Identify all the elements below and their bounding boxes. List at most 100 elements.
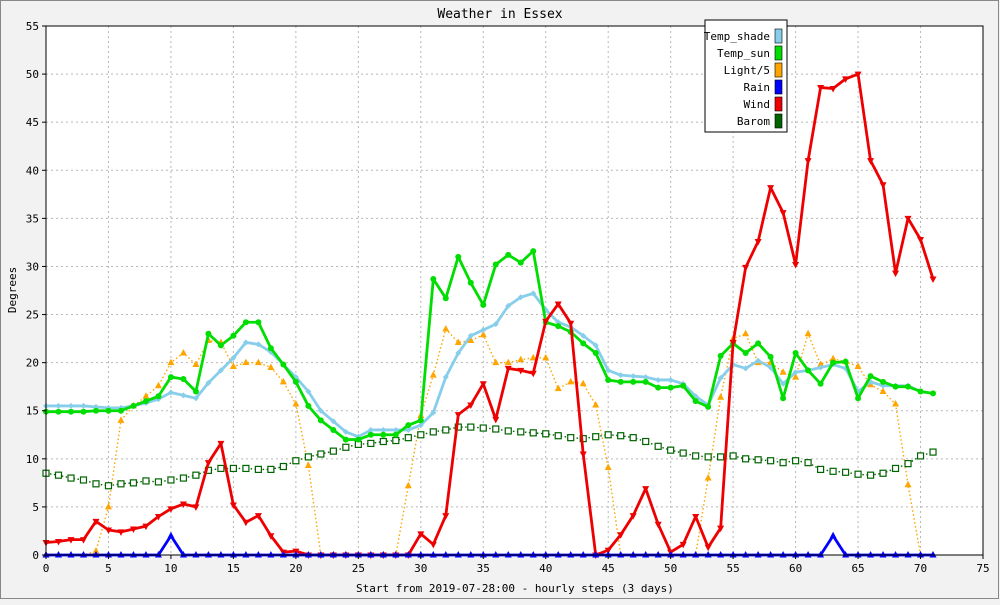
data-point-barom bbox=[117, 480, 125, 488]
data-point-rain bbox=[129, 551, 137, 558]
data-point-temp-shade bbox=[630, 373, 637, 380]
data-point-light-5 bbox=[167, 358, 175, 366]
data-point-light-5 bbox=[517, 355, 525, 363]
x-tick-label: 5 bbox=[105, 562, 112, 575]
data-point-temp-sun bbox=[692, 398, 699, 405]
data-point-wind bbox=[792, 262, 800, 269]
data-point-temp-sun bbox=[192, 388, 199, 395]
data-point-temp-sun bbox=[705, 403, 712, 410]
data-point-rain bbox=[304, 551, 312, 558]
data-point-rain bbox=[867, 551, 875, 558]
legend-swatch-barom bbox=[774, 113, 783, 129]
data-point-wind bbox=[454, 412, 462, 419]
data-point-temp-sun bbox=[92, 407, 99, 414]
data-point-light-5 bbox=[254, 358, 262, 366]
series-layer bbox=[42, 71, 937, 559]
data-point-rain bbox=[592, 551, 600, 558]
data-point-wind bbox=[817, 85, 825, 92]
data-point-barom bbox=[517, 428, 525, 436]
data-point-barom bbox=[442, 426, 450, 434]
data-point-barom bbox=[542, 430, 550, 438]
data-point-rain bbox=[354, 551, 362, 558]
x-tick-label: 55 bbox=[727, 562, 740, 575]
data-point-wind bbox=[92, 518, 100, 526]
x-tick-label: 40 bbox=[539, 562, 552, 575]
y-tick-label: 20 bbox=[26, 357, 39, 370]
data-point-rain bbox=[92, 551, 100, 558]
data-point-light-5 bbox=[429, 371, 437, 378]
data-point-temp-shade bbox=[817, 364, 824, 371]
data-point-rain bbox=[717, 551, 725, 558]
data-point-temp-sun bbox=[67, 408, 74, 415]
data-point-barom bbox=[916, 452, 925, 460]
x-axis-label: Start from 2019-07-28:00 - hourly steps … bbox=[356, 582, 674, 595]
data-point-rain bbox=[417, 551, 425, 558]
data-point-wind bbox=[54, 539, 62, 546]
data-point-temp-sun bbox=[680, 382, 687, 389]
data-point-temp-shade bbox=[367, 426, 374, 433]
data-point-wind bbox=[154, 514, 162, 521]
data-point-temp-shade bbox=[492, 321, 499, 328]
data-point-rain bbox=[742, 551, 750, 558]
data-point-temp-sun bbox=[767, 353, 774, 360]
data-point-barom bbox=[429, 428, 437, 436]
data-point-rain bbox=[579, 551, 587, 558]
data-point-barom bbox=[891, 464, 900, 473]
data-point-rain bbox=[692, 551, 700, 558]
data-point-barom bbox=[54, 471, 63, 479]
data-point-wind bbox=[767, 185, 775, 192]
data-point-barom bbox=[604, 431, 612, 439]
data-point-temp-sun bbox=[80, 408, 87, 415]
data-point-temp-sun bbox=[167, 374, 174, 381]
data-point-temp-sun bbox=[105, 407, 112, 414]
data-point-rain bbox=[242, 551, 250, 558]
data-point-light-5 bbox=[604, 463, 612, 470]
data-point-barom bbox=[479, 424, 487, 432]
data-point-rain bbox=[842, 551, 850, 558]
x-tick-label: 45 bbox=[602, 562, 615, 575]
data-point-barom bbox=[929, 448, 937, 456]
data-point-temp-shade bbox=[305, 388, 312, 395]
data-point-wind bbox=[779, 210, 787, 217]
data-point-rain bbox=[492, 551, 500, 558]
data-point-barom bbox=[367, 439, 375, 448]
y-tick-label: 0 bbox=[32, 549, 39, 562]
x-tick-label: 70 bbox=[914, 562, 927, 575]
data-point-wind bbox=[142, 523, 150, 531]
data-point-wind bbox=[192, 504, 200, 511]
data-point-wind bbox=[867, 158, 875, 165]
data-point-rain bbox=[67, 551, 75, 558]
legend-label-rain: Rain bbox=[744, 81, 771, 94]
y-tick-label: 50 bbox=[26, 68, 39, 81]
data-point-wind bbox=[467, 402, 475, 409]
data-point-wind bbox=[654, 521, 662, 529]
data-point-temp-sun bbox=[792, 350, 799, 357]
data-point-barom bbox=[279, 462, 287, 471]
x-axis: 0 5 10 15 20 25 30 35 40 45 50 55 60 65 70 75 bbox=[43, 555, 990, 575]
data-point-rain bbox=[454, 551, 462, 558]
chart-title: Weather in Essex bbox=[437, 7, 562, 22]
data-point-wind bbox=[117, 529, 125, 536]
y-axis-label: Degrees bbox=[6, 267, 19, 313]
data-point-wind bbox=[692, 514, 700, 521]
data-point-temp-sun bbox=[130, 402, 137, 409]
data-point-temp-sun bbox=[530, 248, 537, 255]
data-point-wind bbox=[617, 532, 625, 539]
data-point-light-5 bbox=[579, 379, 587, 387]
data-point-rain bbox=[217, 551, 225, 558]
data-point-wind bbox=[429, 541, 437, 549]
data-point-barom bbox=[529, 429, 537, 437]
data-point-temp-shade bbox=[717, 375, 724, 382]
data-point-barom bbox=[866, 471, 875, 479]
data-point-barom bbox=[554, 432, 562, 440]
data-point-light-5 bbox=[192, 360, 200, 368]
data-point-barom bbox=[292, 457, 300, 465]
data-point-temp-sun bbox=[667, 384, 674, 391]
data-point-wind bbox=[242, 519, 250, 527]
y-axis: 0 5 10 15 20 25 30 35 40 45 50 55 bbox=[26, 20, 46, 562]
data-point-temp-sun bbox=[905, 383, 912, 390]
data-point-barom bbox=[779, 459, 787, 467]
data-point-light-5 bbox=[292, 399, 300, 407]
data-point-rain bbox=[479, 551, 487, 558]
data-point-temp-sun bbox=[930, 390, 937, 397]
